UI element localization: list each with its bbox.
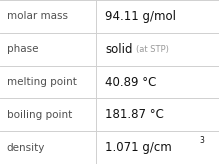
Text: density: density (7, 143, 45, 153)
Text: 3: 3 (199, 136, 204, 145)
Text: melting point: melting point (7, 77, 76, 87)
Text: (at STP): (at STP) (136, 45, 169, 54)
Text: 94.11 g/mol: 94.11 g/mol (105, 10, 176, 23)
Text: boiling point: boiling point (7, 110, 72, 120)
Text: phase: phase (7, 44, 38, 54)
Text: molar mass: molar mass (7, 11, 68, 21)
Text: 1.071 g/cm: 1.071 g/cm (105, 141, 172, 154)
Text: 181.87 °C: 181.87 °C (105, 108, 164, 121)
Text: solid: solid (105, 43, 133, 56)
Text: 40.89 °C: 40.89 °C (105, 75, 157, 89)
